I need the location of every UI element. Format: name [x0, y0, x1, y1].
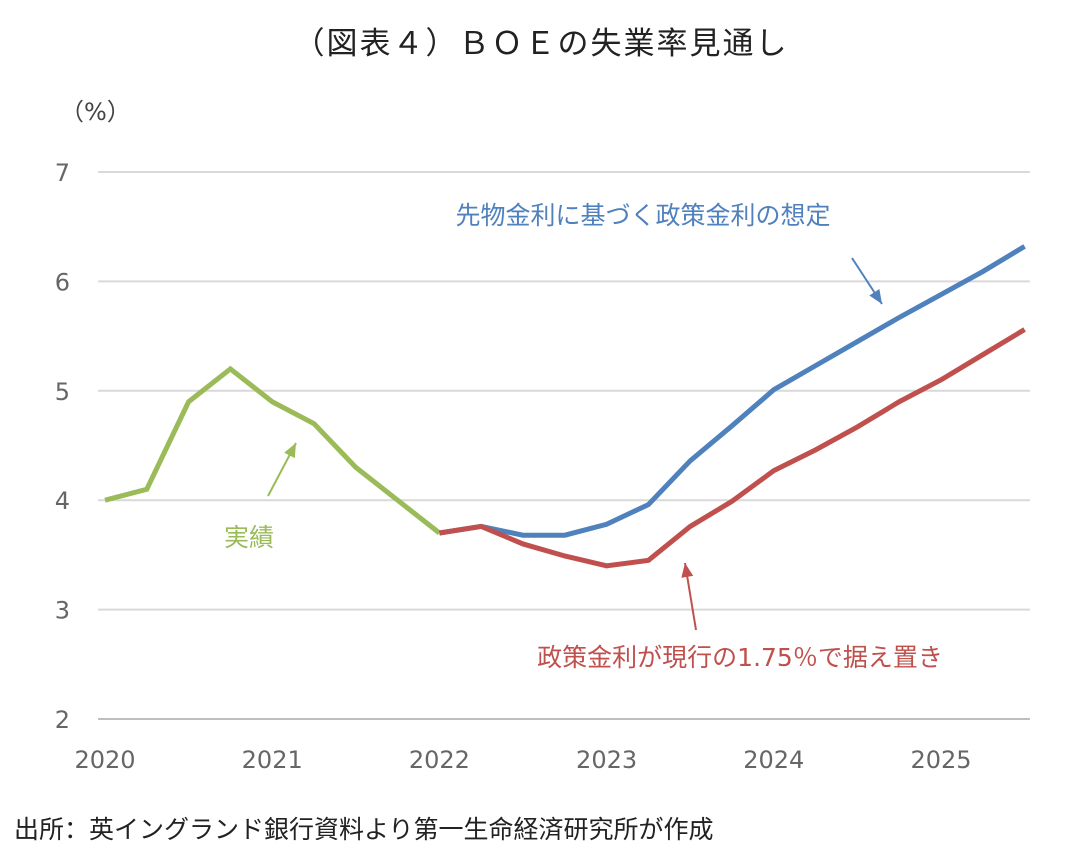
y-tick-label: 4: [55, 487, 70, 515]
series-label-0: 実績: [224, 523, 274, 552]
y-tick-label: 3: [55, 597, 70, 625]
x-tick-label: 2024: [743, 746, 804, 774]
source-note: 出所：英イングランド銀行資料より第一生命経済研究所が作成: [14, 815, 714, 844]
x-tick-label: 2023: [576, 746, 637, 774]
x-tick-label: 2020: [74, 746, 135, 774]
series-label-0-arrow-head: [284, 443, 296, 459]
y-tick-label: 2: [55, 706, 70, 734]
y-axis-unit: （%）: [60, 98, 131, 126]
series-line-0: [104, 365, 441, 535]
y-tick-label: 6: [55, 268, 70, 296]
y-tick-label: 7: [55, 159, 70, 187]
x-tick-label: 2022: [409, 746, 470, 774]
series-line-2: [439, 327, 1026, 569]
chart-title: （図表４）ＢＯＥの失業率見通し: [293, 26, 789, 62]
y-tick-label: 5: [55, 378, 70, 406]
series-label-2: 政策金利が現行の1.75％で据え置き: [537, 643, 943, 672]
series-line-1: [439, 244, 1026, 538]
series-label-2-arrow-head: [681, 563, 694, 578]
x-tick-label: 2025: [910, 746, 971, 774]
series-label-1: 先物金利に基づく政策金利の想定: [455, 201, 830, 230]
series-label-1-arrow-head: [869, 288, 882, 304]
x-tick-label: 2021: [242, 746, 303, 774]
